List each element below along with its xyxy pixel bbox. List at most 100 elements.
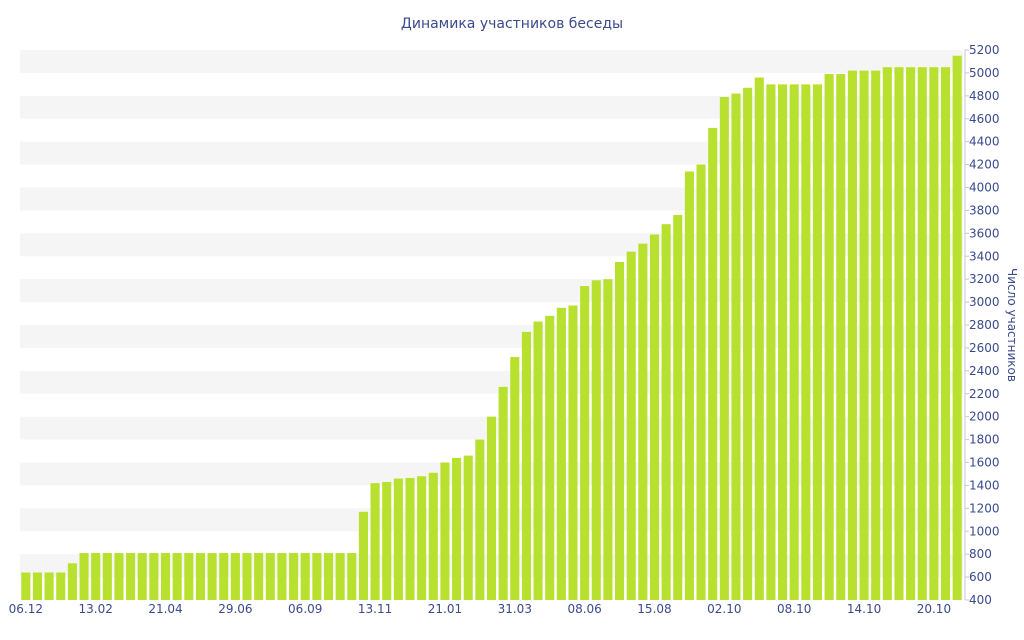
bar [894,67,904,600]
y-tick-label: 800 [969,547,992,561]
bar [521,331,531,601]
bar [673,215,683,600]
bar [789,84,799,601]
bar [184,553,194,600]
y-tick-label: 1000 [969,524,1000,538]
y-tick-label: 5200 [969,43,1000,57]
bar [102,553,112,600]
bar [719,96,729,600]
bar [871,70,881,601]
x-tick-label: 31.03 [498,602,532,616]
bar [428,472,438,600]
bar [393,478,403,600]
y-tick-label: 1200 [969,501,1000,515]
bar [195,553,205,600]
bar [137,553,147,600]
x-tick-label: 02.10 [707,602,741,616]
bar [230,553,240,600]
bar [591,280,601,600]
bar [463,455,473,601]
bar [906,67,916,600]
x-tick-label: 06.12 [9,602,43,616]
y-axis-label: Число участников [1005,268,1019,382]
y-tick-label: 4800 [969,89,1000,103]
bar [323,553,334,600]
bar [498,386,508,601]
bar [533,321,543,600]
bar [335,553,345,600]
bar [32,572,42,600]
bar [836,74,846,600]
bar [626,251,636,601]
bar [638,243,648,600]
bar [91,553,101,600]
bar [56,572,66,600]
x-tick-label: 08.10 [777,602,811,616]
bar [452,457,462,600]
bar [160,553,171,600]
bar [440,462,450,600]
x-tick-label: 29.06 [218,602,252,616]
bar [859,70,869,601]
bar [370,483,380,601]
bar [347,553,357,600]
bar [405,477,415,600]
y-tick-label: 3000 [969,295,1000,309]
y-tick-label: 2200 [969,387,1000,401]
y-axis-ticks: 400 600 800 1000 1200 1400 1600 1800 2000 2200 240… [964,43,1000,607]
bar [67,563,77,600]
bar [766,84,776,601]
bar [580,286,590,600]
bar [615,261,625,600]
y-tick-label: 3600 [969,226,1000,240]
y-tick-label: 400 [969,593,992,607]
y-tick-label: 3800 [969,203,1000,217]
bar [149,553,159,600]
bar [882,67,892,600]
bar [556,307,566,600]
y-tick-label: 1600 [969,456,1000,470]
bar [917,67,927,600]
bar [417,476,427,600]
bar [312,553,322,600]
bar [603,279,613,600]
y-tick-label: 2600 [969,341,1000,355]
y-tick-label: 3400 [969,249,1000,263]
bar [172,553,182,600]
bar [731,93,741,600]
grid-band [20,50,963,73]
bar [114,553,124,600]
x-tick-label: 13.11 [358,602,392,616]
bar [300,553,310,600]
y-tick-label: 4000 [969,181,1000,195]
y-tick-label: 600 [969,570,992,584]
y-tick-label: 2000 [969,410,1000,424]
x-tick-label: 21.01 [428,602,462,616]
x-axis-ticks: 06.12 13.02 21.04 29.06 06.09 13.11 21.01 31.03… [9,602,951,616]
bar [207,553,217,600]
x-tick-label: 15.08 [637,602,671,616]
bars [21,55,962,601]
bar [382,481,392,600]
bar [219,553,229,600]
y-tick-label: 3200 [969,272,1000,286]
bar [824,74,834,600]
bar [754,77,764,600]
bar [568,305,578,600]
y-tick-label: 1400 [969,478,1000,492]
bar [510,357,520,600]
bar [941,67,951,600]
bar [812,84,823,601]
y-tick-label: 4600 [969,112,1000,126]
bar [475,439,485,600]
bar [696,164,706,600]
bar [684,171,694,600]
bar [265,553,275,600]
bar [661,224,671,601]
y-tick-label: 2400 [969,364,1000,378]
y-tick-label: 1800 [969,433,1000,447]
bar [126,553,136,600]
bar [254,553,264,600]
bar [929,67,939,600]
